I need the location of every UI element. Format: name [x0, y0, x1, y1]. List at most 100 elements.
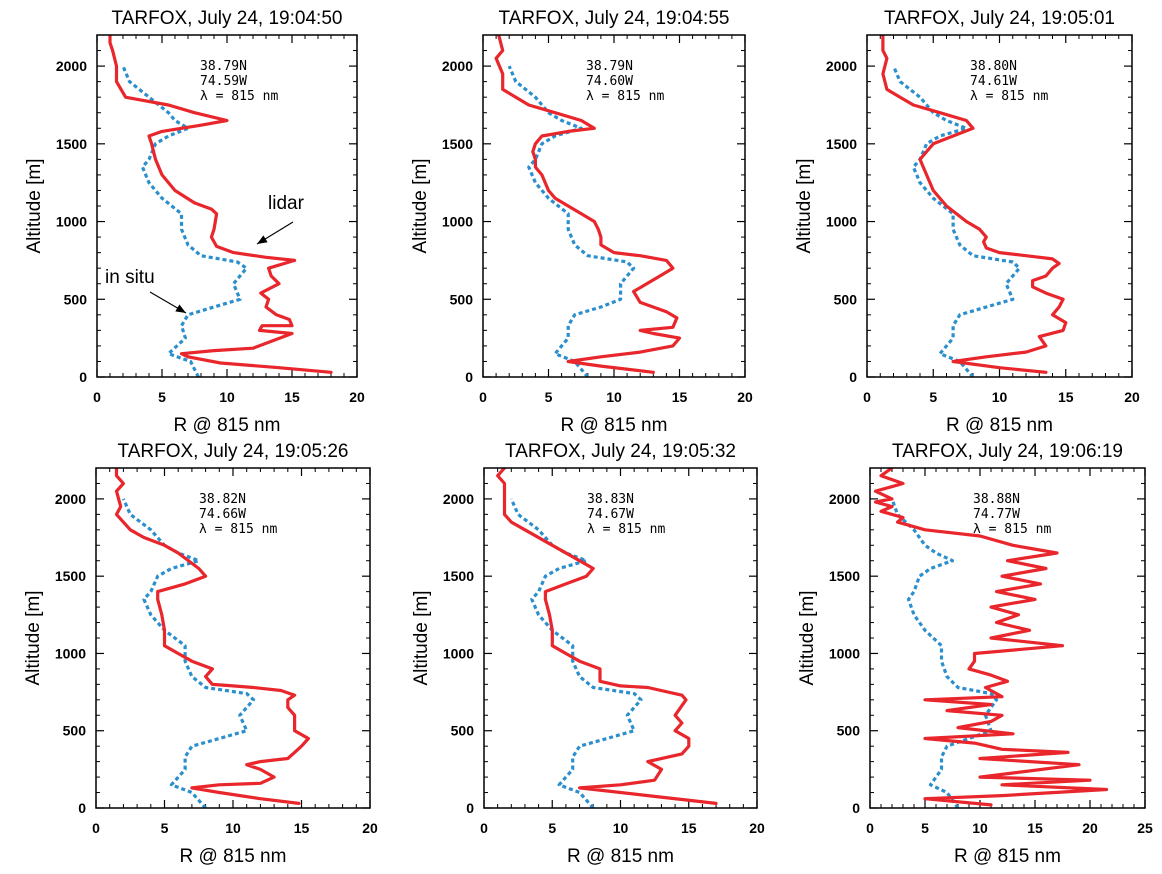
- y-axis-label: Altitude [m]: [24, 158, 45, 253]
- latitude-text: 38.79N: [200, 59, 247, 74]
- plot-frame: [866, 34, 1133, 378]
- series-group: [114, 468, 310, 808]
- y-tick-label: 500: [837, 723, 861, 739]
- x-tick-label: 15: [1058, 389, 1074, 405]
- y-axis-label: Altitude [m]: [794, 158, 815, 253]
- y-tick-label: 2000: [56, 58, 87, 74]
- x-tick-label: 10: [992, 389, 1008, 405]
- chart-svg: TARFOX, July 24, 19:05:26 Altitude [m] R @…: [23, 441, 378, 867]
- y-tick-label: 0: [79, 369, 87, 385]
- lidar-series-line: [108, 35, 333, 374]
- y-tick-label: 500: [450, 291, 474, 307]
- latitude-text: 38.80N: [970, 59, 1017, 74]
- latitude-text: 38.83N: [587, 492, 634, 507]
- x-tick-label: 15: [284, 389, 300, 405]
- x-axis-label: R @ 815 nm: [174, 415, 281, 436]
- x-tick-label: 5: [548, 820, 556, 836]
- wavelength-text: λ = 815 nm: [587, 522, 665, 537]
- chart-panel: TARFOX, July 24, 19:04:55 Altitude [m] R @…: [387, 0, 774, 437]
- wavelength-text: λ = 815 nm: [199, 522, 277, 537]
- longitude-text: 74.60W: [586, 74, 633, 89]
- wavelength-text: λ = 815 nm: [973, 522, 1051, 537]
- x-axis-label: R @ 815 nm: [180, 846, 287, 867]
- longitude-text: 74.67W: [587, 507, 634, 522]
- y-tick-label: 0: [849, 369, 857, 385]
- x-tick-label: 0: [92, 820, 100, 836]
- lidar-annotation: lidar: [268, 193, 305, 214]
- y-tick-label: 0: [466, 800, 474, 816]
- plot-frame: [96, 34, 358, 378]
- y-tick-label: 1000: [829, 645, 860, 661]
- x-axis-label: R @ 815 nm: [954, 846, 1061, 867]
- x-tick-label: 20: [1124, 389, 1140, 405]
- x-tick-label: 10: [219, 389, 235, 405]
- x-tick-label: 20: [362, 820, 378, 836]
- lidar-series-line: [496, 468, 718, 805]
- wavelength-text: λ = 815 nm: [200, 89, 278, 104]
- chart-svg: TARFOX, July 24, 19:05:01 Altitude [m] R @…: [794, 8, 1140, 436]
- latitude-text: 38.79N: [586, 59, 633, 74]
- x-tick-label: 10: [606, 389, 622, 405]
- y-tick-label: 500: [834, 291, 858, 307]
- y-tick-label: 0: [78, 800, 86, 816]
- x-tick-label: 5: [921, 820, 929, 836]
- series-group: [881, 35, 1068, 377]
- x-tick-label: 20: [1082, 820, 1098, 836]
- x-tick-label: 5: [158, 389, 166, 405]
- x-tick-label: 0: [866, 820, 874, 836]
- y-tick-label: 2000: [443, 491, 474, 507]
- wavelength-text: λ = 815 nm: [970, 89, 1048, 104]
- latitude-text: 38.88N: [973, 492, 1020, 507]
- series-group: [108, 35, 333, 377]
- chart-panel: TARFOX, July 24, 19:05:32 Altitude [m] R @…: [387, 437, 774, 874]
- in-situ-series-line: [892, 65, 1021, 377]
- longitude-text: 74.61W: [970, 74, 1017, 89]
- annotation-arrowhead: [257, 235, 268, 244]
- x-tick-label: 0: [863, 389, 871, 405]
- x-tick-label: 25: [1137, 820, 1153, 836]
- chart-title: TARFOX, July 24, 19:05:32: [505, 441, 736, 462]
- series-group: [496, 468, 718, 808]
- chart-title: TARFOX, July 24, 19:04:50: [112, 8, 343, 29]
- latitude-text: 38.82N: [199, 492, 246, 507]
- y-tick-label: 1500: [56, 136, 87, 152]
- y-tick-label: 1500: [829, 568, 860, 584]
- series-group: [873, 468, 1109, 808]
- y-tick-label: 1500: [442, 136, 473, 152]
- wavelength-text: λ = 815 nm: [586, 89, 664, 104]
- x-tick-label: 10: [225, 820, 241, 836]
- x-tick-label: 5: [161, 820, 169, 836]
- x-tick-label: 0: [480, 820, 488, 836]
- chart-svg: TARFOX, July 24, 19:06:19 Altitude [m] R @…: [797, 441, 1153, 867]
- plot-frame: [95, 467, 371, 809]
- x-tick-label: 0: [479, 389, 487, 405]
- x-tick-label: 20: [737, 389, 753, 405]
- x-tick-label: 20: [349, 389, 365, 405]
- x-tick-label: 15: [681, 820, 697, 836]
- in-situ-series-line: [121, 498, 256, 808]
- y-axis-label: Altitude [m]: [797, 590, 818, 685]
- y-tick-label: 2000: [55, 491, 86, 507]
- y-tick-label: 500: [63, 723, 87, 739]
- y-axis-label: Altitude [m]: [410, 158, 431, 253]
- x-axis-label: R @ 815 nm: [946, 415, 1053, 436]
- longitude-text: 74.66W: [199, 507, 246, 522]
- in-situ-annotation: in situ: [105, 267, 155, 288]
- y-tick-label: 2000: [829, 491, 860, 507]
- x-tick-label: 10: [613, 820, 629, 836]
- chart-svg: TARFOX, July 24, 19:04:55 Altitude [m] R @…: [410, 8, 753, 436]
- y-tick-label: 2000: [442, 58, 473, 74]
- x-tick-label: 15: [672, 389, 688, 405]
- chart-title: TARFOX, July 24, 19:06:19: [892, 441, 1123, 462]
- x-tick-label: 15: [1027, 820, 1043, 836]
- y-tick-label: 1500: [826, 136, 857, 152]
- in-situ-series-line: [890, 498, 999, 808]
- y-tick-label: 500: [451, 723, 475, 739]
- x-tick-label: 20: [749, 820, 765, 836]
- x-tick-label: 0: [93, 389, 101, 405]
- chart-panel: TARFOX, July 24, 19:05:26 Altitude [m] R @…: [0, 437, 387, 874]
- plot-frame: [483, 467, 758, 809]
- y-tick-label: 1000: [443, 645, 474, 661]
- chart-title: TARFOX, July 24, 19:05:01: [884, 8, 1115, 29]
- x-tick-label: 5: [545, 389, 553, 405]
